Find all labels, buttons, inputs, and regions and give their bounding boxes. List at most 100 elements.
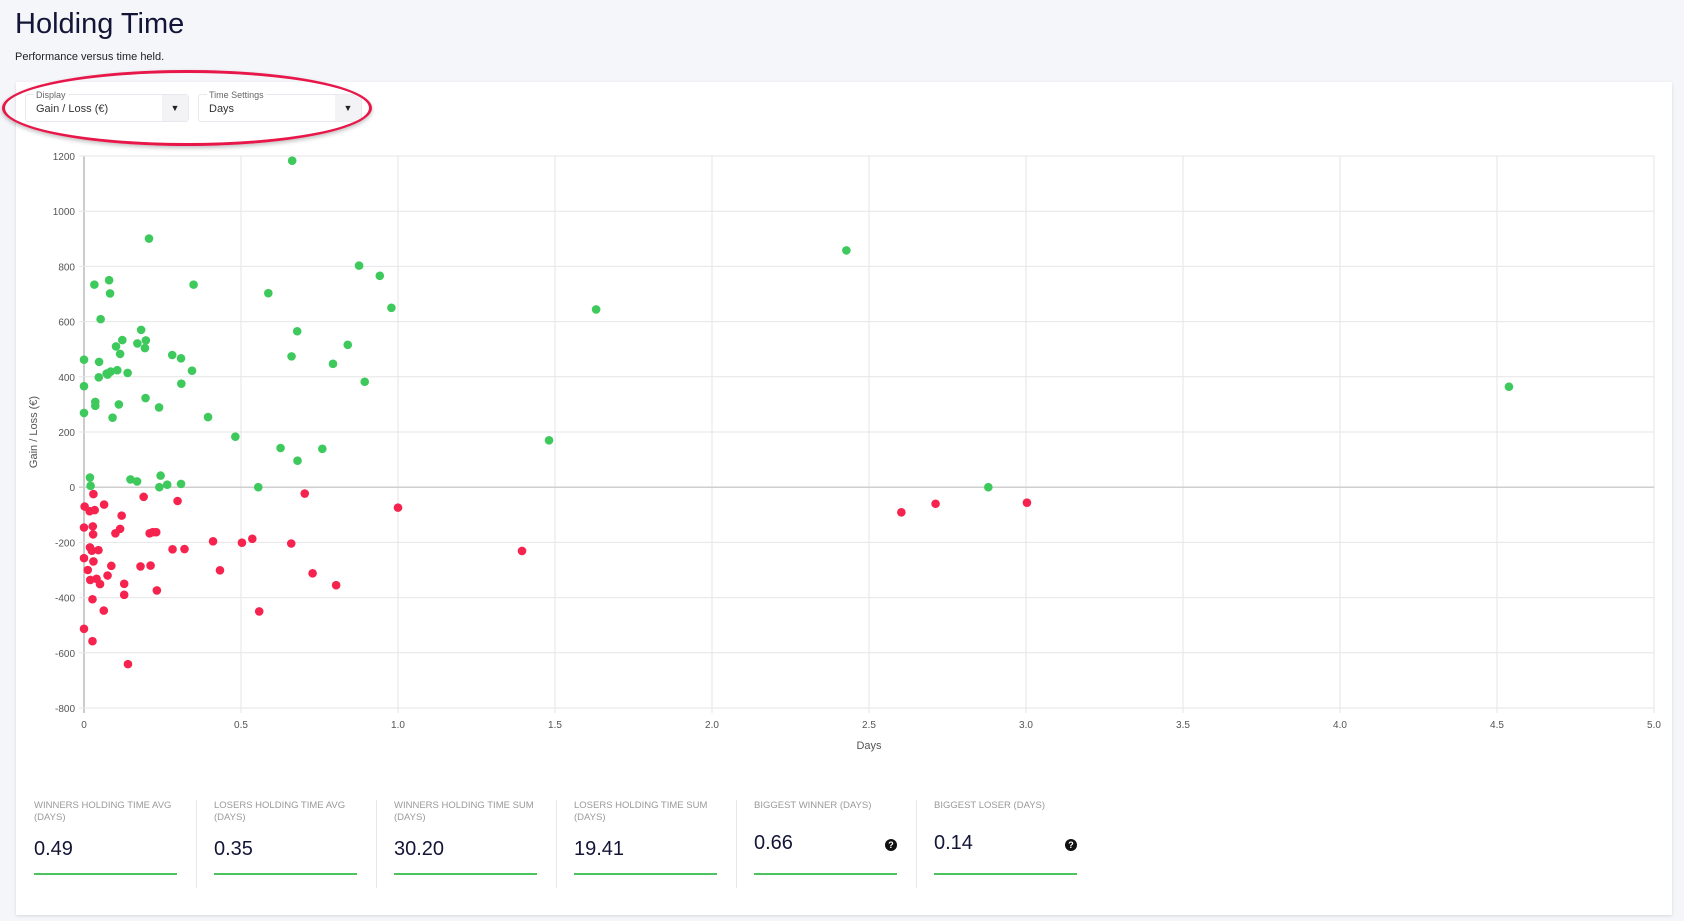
winner-point[interactable] [79, 408, 89, 418]
loser-point[interactable] [119, 590, 129, 600]
winner-point[interactable] [375, 271, 385, 281]
loser-point[interactable] [146, 561, 155, 570]
loser-point[interactable] [393, 503, 403, 512]
loser-point[interactable] [88, 594, 97, 604]
question-circle-icon[interactable]: ? [1065, 839, 1077, 851]
loser-point[interactable] [99, 606, 109, 615]
loser-point[interactable] [139, 492, 148, 502]
loser-point[interactable] [88, 530, 98, 539]
loser-point[interactable] [331, 580, 341, 590]
loser-point[interactable] [248, 534, 257, 544]
winner-point[interactable] [1504, 382, 1514, 392]
loser-point[interactable] [517, 546, 527, 556]
winner-point[interactable] [354, 261, 364, 270]
winner-point[interactable] [108, 413, 117, 422]
loser-point[interactable] [180, 544, 189, 554]
winner-point[interactable] [842, 246, 851, 255]
question-circle-icon[interactable]: ? [885, 839, 897, 851]
winner-point[interactable] [189, 280, 198, 289]
winner-point[interactable] [141, 393, 150, 403]
winner-point[interactable] [79, 381, 89, 391]
winner-point[interactable] [287, 352, 296, 361]
winner-point[interactable] [328, 359, 338, 369]
loser-point[interactable] [88, 522, 98, 531]
winner-point[interactable] [79, 355, 89, 364]
winner-point[interactable] [203, 412, 213, 422]
winner-point[interactable] [155, 482, 164, 492]
winner-point[interactable] [111, 342, 121, 351]
display-select[interactable]: Display Gain / Loss (€) ▼ [25, 90, 189, 122]
winner-point[interactable] [287, 156, 297, 165]
winner-point[interactable] [176, 354, 186, 363]
winner-point[interactable] [264, 288, 273, 298]
winner-point[interactable] [187, 366, 197, 376]
winner-point[interactable] [140, 343, 150, 353]
loser-point[interactable] [215, 565, 225, 575]
winner-point[interactable] [176, 479, 186, 489]
winner-point[interactable] [94, 373, 104, 382]
loser-point[interactable] [208, 536, 218, 546]
winner-point[interactable] [90, 280, 99, 289]
winner-point[interactable] [293, 456, 302, 466]
loser-point[interactable] [152, 586, 162, 595]
winner-point[interactable] [387, 303, 396, 313]
winner-point[interactable] [360, 377, 370, 387]
loser-point[interactable] [119, 579, 129, 589]
loser-point[interactable] [117, 511, 126, 520]
loser-point[interactable] [79, 553, 89, 563]
loser-point[interactable] [94, 545, 103, 555]
winner-point[interactable] [96, 314, 105, 324]
winner-point[interactable] [167, 350, 177, 360]
winner-point[interactable] [133, 339, 142, 348]
loser-point[interactable] [89, 557, 98, 566]
loser-point[interactable] [123, 659, 133, 669]
loser-point[interactable] [87, 546, 97, 555]
loser-point[interactable] [99, 500, 109, 509]
loser-point[interactable] [286, 539, 296, 548]
winner-point[interactable] [141, 336, 151, 345]
loser-point[interactable] [79, 624, 89, 634]
winner-point[interactable] [126, 475, 135, 484]
winner-point[interactable] [253, 482, 263, 492]
winner-point[interactable] [231, 432, 240, 441]
winner-point[interactable] [318, 444, 327, 454]
winner-point[interactable] [105, 289, 115, 298]
loser-point[interactable] [897, 508, 906, 517]
loser-point[interactable] [88, 636, 97, 646]
winner-point[interactable] [591, 305, 601, 314]
loser-point[interactable] [136, 562, 145, 571]
winner-point[interactable] [292, 326, 302, 336]
time-settings-select[interactable]: Time Settings Days ▼ [198, 90, 362, 122]
winner-point[interactable] [85, 473, 95, 482]
loser-point[interactable] [931, 499, 940, 509]
winner-point[interactable] [154, 403, 164, 412]
winner-point[interactable] [162, 480, 172, 490]
winner-point[interactable] [86, 481, 95, 491]
loser-point[interactable] [173, 496, 182, 506]
winner-point[interactable] [114, 400, 124, 409]
loser-point[interactable] [308, 569, 317, 578]
loser-point[interactable] [111, 528, 120, 538]
loser-point[interactable] [168, 545, 177, 554]
winner-point[interactable] [132, 477, 142, 486]
winner-point[interactable] [144, 234, 154, 243]
winner-point[interactable] [276, 443, 285, 453]
loser-point[interactable] [79, 523, 89, 532]
winner-point[interactable] [544, 435, 554, 445]
loser-point[interactable] [300, 489, 310, 498]
winner-point[interactable] [343, 340, 353, 350]
winner-point[interactable] [112, 365, 122, 375]
chevron-down-icon[interactable]: ▼ [162, 95, 188, 121]
loser-point[interactable] [95, 579, 105, 589]
winner-point[interactable] [94, 357, 104, 367]
loser-point[interactable] [237, 538, 247, 547]
loser-point[interactable] [151, 527, 161, 537]
loser-point[interactable] [90, 505, 99, 515]
loser-point[interactable] [107, 561, 116, 571]
loser-point[interactable] [83, 565, 93, 575]
winner-point[interactable] [177, 379, 186, 389]
winner-point[interactable] [115, 349, 125, 359]
loser-point[interactable] [1022, 498, 1032, 507]
winner-point[interactable] [91, 401, 100, 411]
loser-point[interactable] [254, 607, 264, 616]
